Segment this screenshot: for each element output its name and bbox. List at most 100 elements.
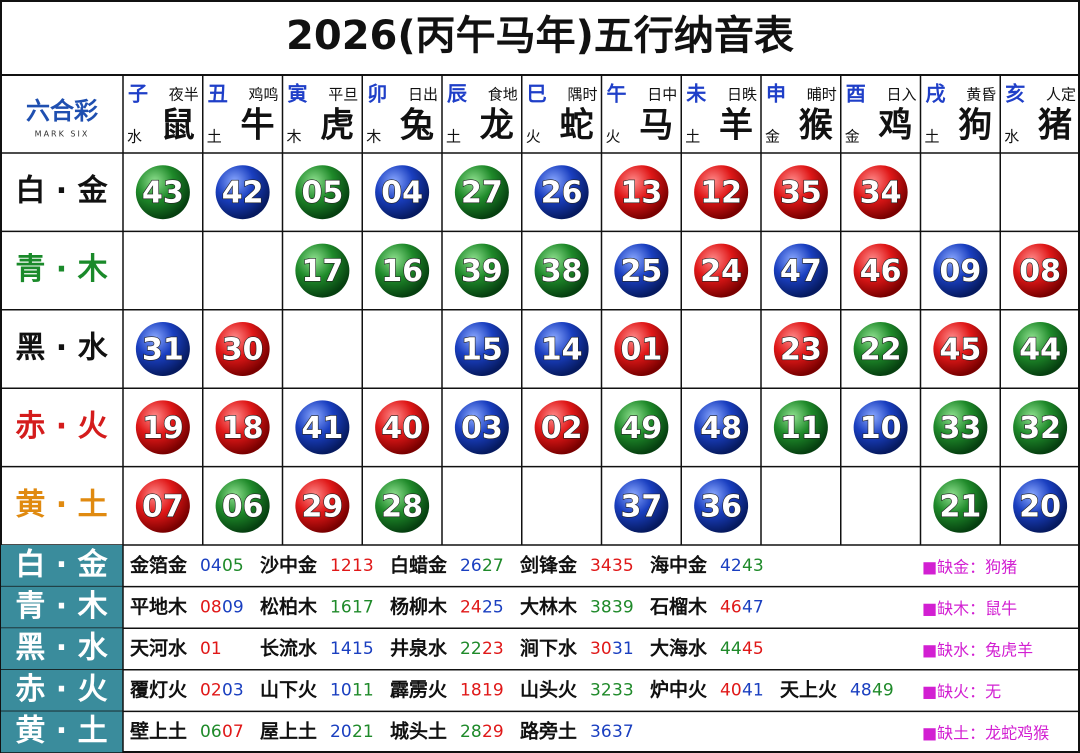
nayin-name: 平地木 bbox=[130, 595, 188, 618]
ball bbox=[933, 243, 988, 298]
branch: 卯 bbox=[367, 82, 387, 106]
branch: 辰 bbox=[447, 82, 468, 106]
ball-number: 27 bbox=[461, 176, 503, 211]
nayin-number: 07 bbox=[222, 722, 244, 742]
ball bbox=[295, 400, 350, 455]
ball-number: 24 bbox=[700, 254, 742, 289]
label-cell bbox=[1, 669, 123, 712]
nayin-number: 30 bbox=[590, 639, 612, 659]
ball bbox=[1013, 478, 1068, 533]
ball bbox=[933, 322, 988, 376]
ball bbox=[614, 400, 669, 455]
nayin-number: 48 bbox=[850, 681, 872, 701]
animal: 鸡 bbox=[879, 106, 913, 146]
branch: 午 bbox=[607, 82, 627, 106]
nayin-number: 05 bbox=[222, 556, 244, 576]
element: 木 bbox=[287, 128, 302, 146]
nayin-number: 49 bbox=[872, 681, 894, 701]
nayin-number: 14 bbox=[330, 639, 352, 659]
nayin-number: 44 bbox=[720, 639, 742, 659]
logo-text: 六合彩 bbox=[26, 97, 98, 125]
ball-number: 12 bbox=[700, 176, 742, 211]
nayin-number: 13 bbox=[352, 556, 374, 576]
nayin-name: 炉中火 bbox=[650, 678, 708, 701]
ball-number: 07 bbox=[142, 489, 184, 524]
ball-number: 04 bbox=[381, 176, 423, 211]
ball-number: 13 bbox=[621, 176, 663, 211]
branch: 戌 bbox=[926, 82, 946, 106]
nayin-number: 38 bbox=[590, 597, 612, 617]
ball bbox=[215, 400, 270, 455]
ball-number: 29 bbox=[302, 489, 344, 524]
nayin-number: 34 bbox=[590, 556, 612, 576]
nayin-name: 海中金 bbox=[650, 553, 708, 576]
nayin-name: 大林木 bbox=[520, 595, 578, 618]
nayin-note: ■缺土：龙蛇鸡猴 bbox=[922, 724, 1049, 743]
ball bbox=[454, 165, 509, 220]
ball bbox=[295, 165, 350, 220]
time: 晡时 bbox=[807, 86, 837, 104]
nayin-name: 天上火 bbox=[780, 679, 838, 701]
ball-number: 21 bbox=[940, 489, 982, 524]
nayin-number: 25 bbox=[482, 597, 504, 617]
animal: 马 bbox=[639, 106, 673, 146]
nayin-number: 42 bbox=[720, 556, 742, 576]
label-cell bbox=[1, 586, 123, 629]
ball-number: 31 bbox=[142, 333, 184, 368]
ball-number: 37 bbox=[621, 489, 663, 524]
nayin-number: 29 bbox=[482, 722, 504, 742]
branch: 寅 bbox=[288, 82, 308, 106]
nayin-label: 赤 · 火 bbox=[15, 672, 107, 707]
element: 木 bbox=[366, 128, 381, 146]
ball-number: 08 bbox=[1019, 254, 1061, 289]
ball-number: 40 bbox=[381, 411, 423, 446]
nayin-name: 壁上土 bbox=[130, 720, 187, 743]
nayin-number: 26 bbox=[460, 556, 482, 576]
ball bbox=[694, 400, 749, 455]
ball bbox=[375, 478, 430, 533]
nayin-note: ■缺金：狗猪 bbox=[922, 557, 1017, 576]
time: 平旦 bbox=[328, 86, 358, 104]
nayin-number: 19 bbox=[482, 681, 504, 701]
nayin-name: 井泉水 bbox=[390, 637, 448, 660]
nayin-name: 松柏木 bbox=[260, 595, 318, 618]
row-label: 赤 · 火 bbox=[15, 409, 107, 444]
nayin-number: 06 bbox=[200, 722, 222, 742]
animal: 龙 bbox=[480, 106, 514, 146]
nayin-note: ■缺火：无 bbox=[922, 682, 1001, 701]
time: 日昳 bbox=[727, 86, 757, 104]
ball bbox=[215, 322, 270, 376]
nayin-label: 黄 · 土 bbox=[15, 714, 107, 749]
ball-number: 10 bbox=[860, 411, 902, 446]
element: 金 bbox=[765, 128, 780, 146]
time: 夜半 bbox=[169, 86, 199, 104]
ball bbox=[1013, 400, 1068, 455]
element: 土 bbox=[446, 128, 461, 146]
nayin-number: 12 bbox=[330, 556, 352, 576]
nayin-name: 霹雳火 bbox=[390, 679, 448, 701]
nayin-number: 35 bbox=[612, 556, 634, 576]
ball-number: 20 bbox=[1019, 489, 1061, 524]
nayin-name: 屋上土 bbox=[260, 721, 317, 743]
nayin-number: 32 bbox=[590, 681, 612, 701]
branch: 巳 bbox=[527, 82, 547, 106]
logo-sub: MARK SIX bbox=[35, 130, 90, 139]
nayin-number: 20 bbox=[330, 722, 352, 742]
ball-number: 28 bbox=[381, 489, 423, 524]
nayin-number: 46 bbox=[720, 597, 742, 617]
time: 日出 bbox=[408, 86, 438, 104]
element: 火 bbox=[606, 128, 621, 146]
ball bbox=[773, 322, 828, 376]
nayin-number: 01 bbox=[200, 639, 222, 659]
ball bbox=[853, 322, 908, 376]
element: 水 bbox=[1004, 128, 1019, 146]
branch: 未 bbox=[686, 82, 706, 106]
element: 土 bbox=[207, 128, 222, 146]
nayin-number: 36 bbox=[590, 722, 612, 742]
nayin-number: 03 bbox=[222, 681, 244, 701]
nayin-label: 黑 · 水 bbox=[15, 631, 108, 666]
ball bbox=[135, 165, 190, 220]
ball bbox=[454, 243, 509, 298]
